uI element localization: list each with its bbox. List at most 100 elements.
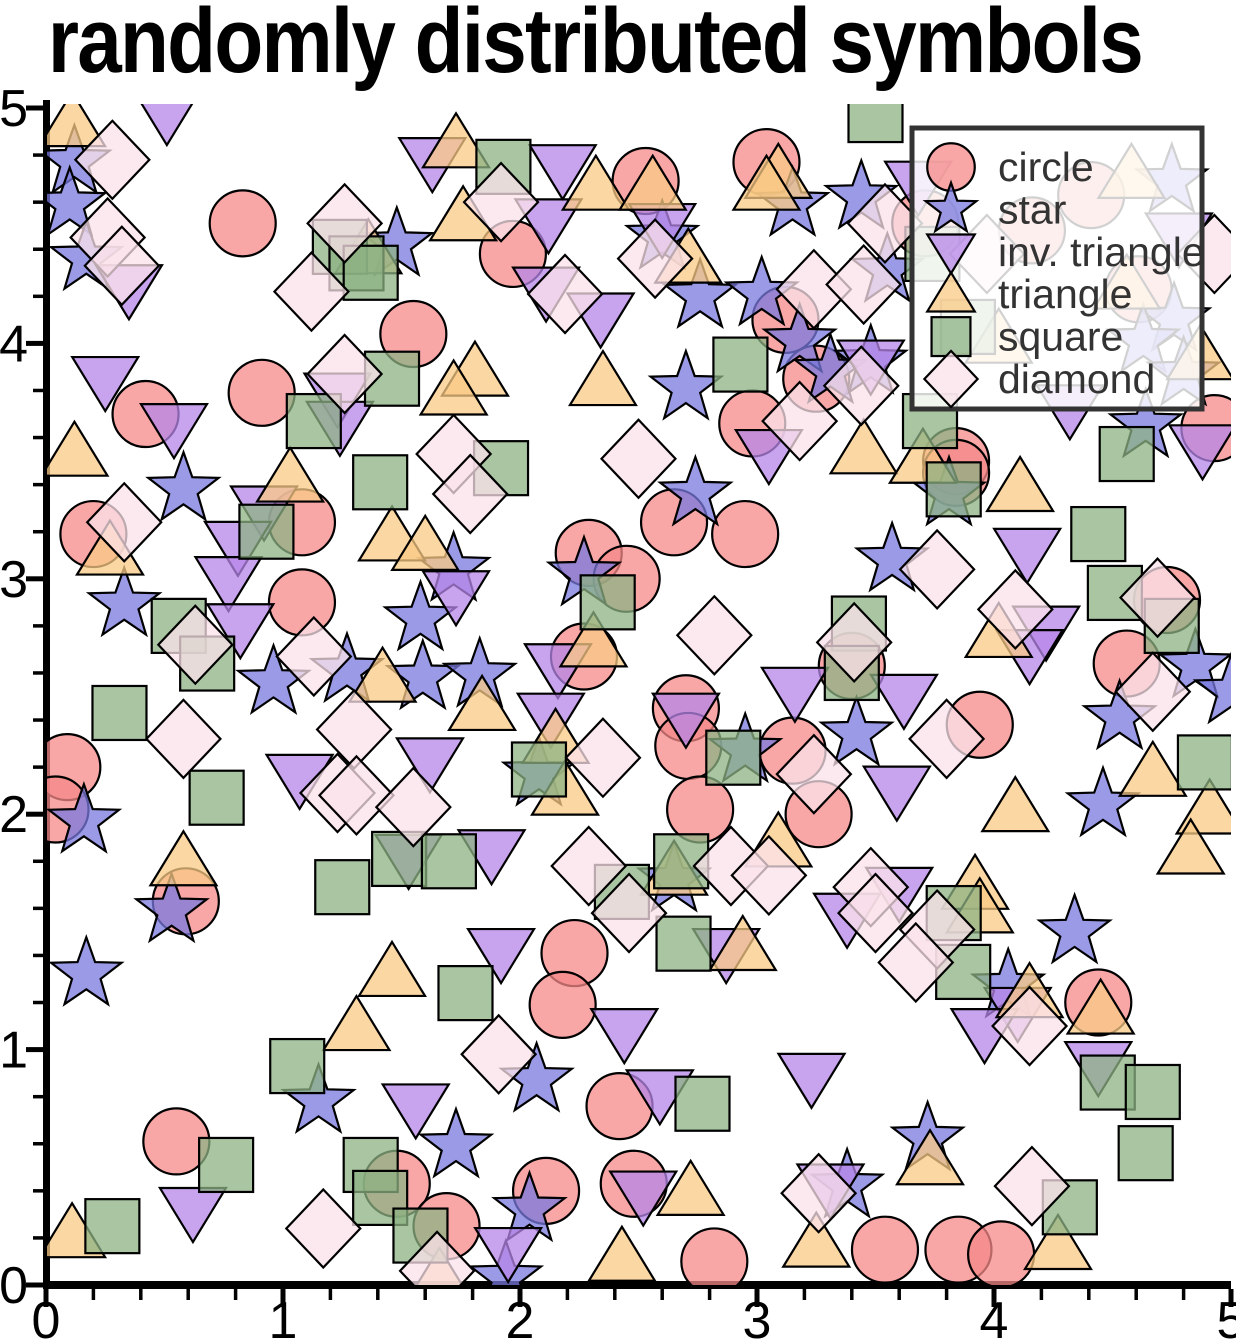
- y-minor-tick: [33, 624, 43, 628]
- diamond-marker: [73, 119, 151, 201]
- triangle-marker: [421, 111, 491, 169]
- y-minor-tick: [33, 1142, 43, 1146]
- diamond-marker: [398, 1230, 476, 1285]
- circle-marker: [680, 1227, 749, 1285]
- diamond-marker: [83, 225, 161, 307]
- triangle-marker: [828, 417, 899, 475]
- square-marker: [705, 729, 762, 786]
- square-marker: [314, 859, 371, 916]
- y-minor-tick: [33, 906, 43, 911]
- x-minor-tick: [328, 1289, 333, 1300]
- inv_triangle-marker: [992, 527, 1063, 586]
- diamond-marker: [877, 921, 955, 1004]
- legend-triangle-icon: [925, 270, 977, 313]
- square-marker: [269, 1037, 326, 1095]
- diamond-marker: [836, 872, 915, 954]
- legend-item-diamond[interactable]: diamond: [922, 349, 1155, 409]
- diamond-marker: [462, 161, 540, 243]
- x-tick-label: 1: [269, 1292, 298, 1341]
- square-marker: [420, 833, 477, 890]
- inv_triangle-marker: [759, 666, 830, 724]
- triangle-marker: [567, 348, 638, 407]
- inv_triangle-marker: [157, 1186, 228, 1245]
- square-marker: [1124, 1063, 1181, 1121]
- diamond-marker: [272, 251, 350, 333]
- y-minor-tick: [33, 1189, 43, 1193]
- square-marker: [437, 965, 494, 1022]
- diamond-marker: [431, 453, 509, 535]
- x-tick-label: 0: [32, 1292, 61, 1341]
- legend-item-square[interactable]: square: [930, 314, 1124, 360]
- diamond-marker: [564, 717, 642, 799]
- triangle-marker: [1065, 977, 1136, 1035]
- square-marker: [198, 1136, 255, 1194]
- star-marker: [1036, 891, 1113, 965]
- y-tick-label: 2: [0, 786, 28, 844]
- inv_triangle-marker: [650, 692, 721, 750]
- x-minor-tick: [1087, 1289, 1091, 1300]
- inv_triangle-marker: [1167, 424, 1231, 482]
- legend-item-star[interactable]: star: [922, 179, 1067, 234]
- diamond-marker: [526, 253, 604, 335]
- legend-square-icon: [930, 316, 972, 358]
- legend-item-inv_triangle[interactable]: inv. triangle: [925, 229, 1205, 276]
- inv_triangle-marker: [140, 104, 194, 148]
- legend-label: square: [998, 314, 1123, 360]
- star-marker: [47, 781, 123, 854]
- square-marker: [579, 574, 636, 631]
- triangle-marker: [255, 445, 326, 503]
- x-axis-spine: [43, 1281, 1231, 1289]
- triangle-marker: [447, 673, 518, 732]
- star-marker: [1064, 764, 1142, 838]
- x-minor-tick: [802, 1289, 807, 1300]
- legend-inv_triangle-icon: [925, 233, 977, 276]
- circle-marker: [208, 189, 277, 258]
- star-marker: [417, 1105, 495, 1179]
- diamond-marker: [1119, 557, 1197, 639]
- triangle-marker: [1155, 817, 1226, 875]
- triangle-marker: [617, 153, 688, 211]
- x-minor-tick: [897, 1289, 901, 1300]
- x-tick-label: 4: [980, 1292, 1009, 1341]
- y-major-tick: [26, 1282, 43, 1288]
- y-axis-spine: [43, 100, 50, 1289]
- diamond-marker: [675, 594, 753, 676]
- triangle-marker: [321, 993, 392, 1052]
- square-marker: [91, 684, 148, 742]
- y-minor-tick: [33, 765, 43, 769]
- square-marker: [674, 1075, 731, 1132]
- triangle-marker: [347, 645, 418, 703]
- x-minor-tick: [565, 1289, 570, 1300]
- x-minor-tick: [850, 1289, 854, 1300]
- diamond-marker: [1114, 651, 1192, 733]
- y-minor-tick: [33, 200, 43, 204]
- star-marker: [85, 564, 163, 638]
- x-minor-tick: [470, 1289, 475, 1300]
- y-tick-label: 3: [0, 551, 28, 609]
- triangle-marker: [781, 1210, 852, 1268]
- legend-item-triangle[interactable]: triangle: [925, 270, 1132, 317]
- square-marker: [510, 741, 568, 798]
- star-marker: [647, 347, 725, 421]
- inv_triangle-marker: [193, 556, 264, 614]
- diamond-marker: [144, 698, 222, 780]
- legend-item-circle[interactable]: circle: [926, 142, 1094, 192]
- x-minor-tick: [1039, 1289, 1044, 1300]
- y-minor-tick: [33, 482, 43, 487]
- series-diamond: [69, 119, 1231, 1285]
- legend-label: diamond: [998, 356, 1155, 402]
- circle-marker: [528, 970, 597, 1039]
- axes: 0 1 2 3 4 5 0 1 2 3 4 5: [0, 80, 1236, 1341]
- diamond-marker: [991, 985, 1069, 1067]
- y-minor-tick: [33, 1236, 43, 1240]
- inv_triangle-marker: [421, 570, 491, 628]
- x-minor-tick: [1181, 1289, 1186, 1300]
- square-marker: [1176, 734, 1231, 791]
- x-minor-tick: [233, 1289, 238, 1300]
- triangle-marker: [357, 939, 427, 998]
- circle-marker: [850, 1215, 920, 1284]
- inv_triangle-marker: [868, 673, 939, 731]
- star-marker: [661, 255, 739, 329]
